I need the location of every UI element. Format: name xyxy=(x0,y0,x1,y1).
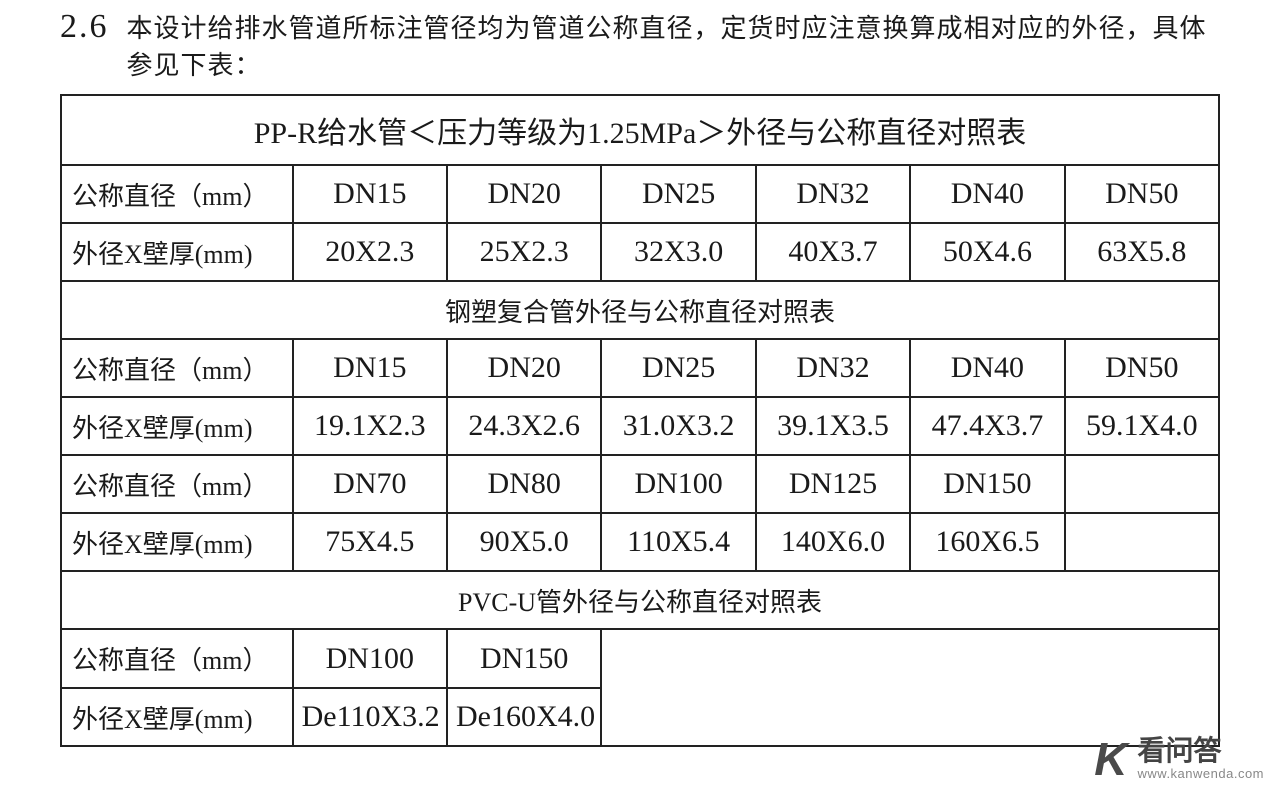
table-cell: 47.4X3.7 xyxy=(910,397,1064,455)
table-cell: 19.1X2.3 xyxy=(293,397,447,455)
table-cell: DN150 xyxy=(447,630,601,688)
table-cell xyxy=(1065,455,1219,513)
table-row: 外径X壁厚(mm) 19.1X2.3 24.3X2.6 31.0X3.2 39.… xyxy=(61,397,1219,455)
table-cell: DN50 xyxy=(1065,165,1219,223)
page: 2.6 本设计给排水管道所标注管径均为管道公称直径，定货时应注意换算成相对应的外… xyxy=(0,0,1280,747)
table-cell: DN32 xyxy=(756,165,910,223)
table-cell: De160X4.0 xyxy=(447,688,601,746)
table-cell: DN25 xyxy=(601,339,755,397)
table-cell: DN25 xyxy=(601,165,755,223)
table-row: 公称直径（mm） DN15 DN20 DN25 DN32 DN40 DN50 xyxy=(61,339,1219,397)
row-label: 外径X壁厚(mm) xyxy=(61,688,293,746)
table-row: 公称直径（mm） DN100 DN150 xyxy=(61,630,1219,688)
table-cell: DN70 xyxy=(293,455,447,513)
table-cell: 39.1X3.5 xyxy=(756,397,910,455)
row-label: 外径X壁厚(mm) xyxy=(61,513,293,571)
table-cell: 75X4.5 xyxy=(293,513,447,571)
empty-cell xyxy=(601,630,1219,746)
pipe-spec-table: PP-R给水管＜压力等级为1.25MPa＞外径与公称直径对照表 公称直径（mm）… xyxy=(60,94,1220,630)
table-cell: DN50 xyxy=(1065,339,1219,397)
table-cell: DN20 xyxy=(447,165,601,223)
row-label: 公称直径（mm） xyxy=(61,630,293,688)
table-cell: 31.0X3.2 xyxy=(601,397,755,455)
table-cell: 59.1X4.0 xyxy=(1065,397,1219,455)
watermark-logo-icon: K xyxy=(1094,736,1127,782)
table-cell: DN15 xyxy=(293,165,447,223)
pvc-table: 公称直径（mm） DN100 DN150 外径X壁厚(mm) De110X3.2… xyxy=(60,630,1220,747)
table-cell: 50X4.6 xyxy=(910,223,1064,281)
table-cell: 25X2.3 xyxy=(447,223,601,281)
table-cell: DN80 xyxy=(447,455,601,513)
row-label: 公称直径（mm） xyxy=(61,339,293,397)
table-cell: DN100 xyxy=(601,455,755,513)
table-row: 外径X壁厚(mm) 20X2.3 25X2.3 32X3.0 40X3.7 50… xyxy=(61,223,1219,281)
table-row: 外径X壁厚(mm) 75X4.5 90X5.0 110X5.4 140X6.0 … xyxy=(61,513,1219,571)
watermark-url: www.kanwenda.com xyxy=(1138,767,1265,781)
section-heading: 2.6 本设计给排水管道所标注管径均为管道公称直径，定货时应注意换算成相对应的外… xyxy=(60,8,1220,82)
row-label: 外径X壁厚(mm) xyxy=(61,397,293,455)
table-cell: 32X3.0 xyxy=(601,223,755,281)
watermark: K 看问答 www.kanwenda.com xyxy=(1094,736,1264,782)
table-cell: 90X5.0 xyxy=(447,513,601,571)
table-cell xyxy=(1065,513,1219,571)
table-cell: DN150 xyxy=(910,455,1064,513)
table-cell: 140X6.0 xyxy=(756,513,910,571)
table-cell: 63X5.8 xyxy=(1065,223,1219,281)
table-cell: DN40 xyxy=(910,339,1064,397)
table-cell: DN32 xyxy=(756,339,910,397)
row-label: 公称直径（mm） xyxy=(61,165,293,223)
table-cell: 110X5.4 xyxy=(601,513,755,571)
table-cell: De110X3.2 xyxy=(293,688,447,746)
table-row: 公称直径（mm） DN15 DN20 DN25 DN32 DN40 DN50 xyxy=(61,165,1219,223)
table-cell: DN40 xyxy=(910,165,1064,223)
table-cell: DN125 xyxy=(756,455,910,513)
table-cell: 20X2.3 xyxy=(293,223,447,281)
table-cell: 24.3X2.6 xyxy=(447,397,601,455)
row-label: 公称直径（mm） xyxy=(61,455,293,513)
table-cell: 160X6.5 xyxy=(910,513,1064,571)
section-text: 本设计给排水管道所标注管径均为管道公称直径，定货时应注意换算成相对应的外径，具体… xyxy=(127,8,1221,82)
section-number: 2.6 xyxy=(60,8,109,46)
table-cell: DN20 xyxy=(447,339,601,397)
table-cell: DN15 xyxy=(293,339,447,397)
table-cell: 40X3.7 xyxy=(756,223,910,281)
table-cell: DN100 xyxy=(293,630,447,688)
table-row: 公称直径（mm） DN70 DN80 DN100 DN125 DN150 xyxy=(61,455,1219,513)
table3-title: PVC-U管外径与公称直径对照表 xyxy=(61,571,1219,629)
table1-title: PP-R给水管＜压力等级为1.25MPa＞外径与公称直径对照表 xyxy=(61,95,1219,165)
table2-title: 钢塑复合管外径与公称直径对照表 xyxy=(61,281,1219,339)
watermark-title: 看问答 xyxy=(1138,736,1265,767)
row-label: 外径X壁厚(mm) xyxy=(61,223,293,281)
